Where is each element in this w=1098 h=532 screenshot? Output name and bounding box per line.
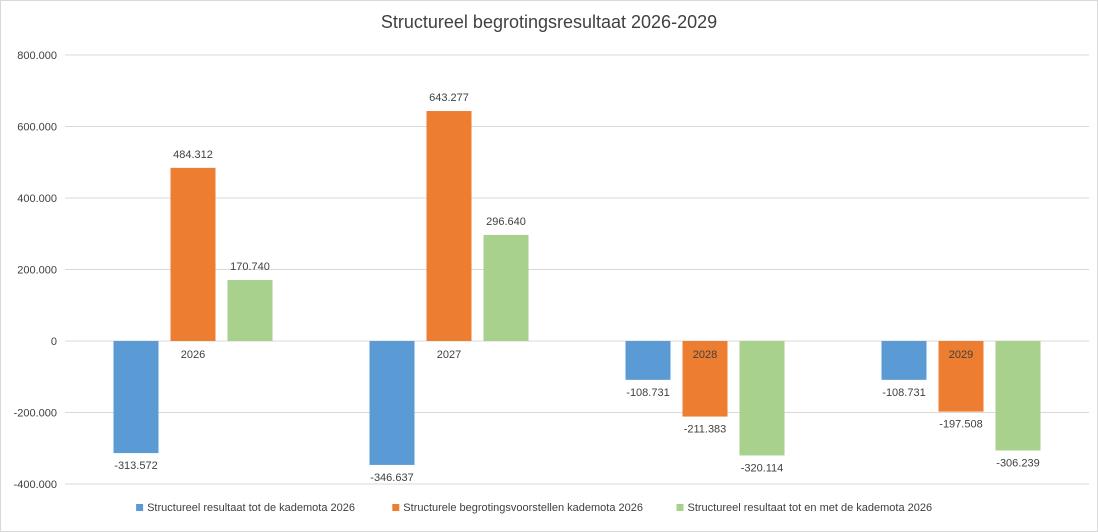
bars [113, 111, 1041, 465]
legend-swatch [136, 504, 144, 511]
data-label: -346.637 [370, 472, 413, 484]
bar [227, 279, 273, 341]
data-label: -108.731 [882, 387, 925, 399]
category-label: 2026 [181, 349, 205, 361]
gridlines [65, 54, 1089, 485]
data-label: -320.114 [741, 462, 784, 474]
legend-item: Structureel resultaat tot de kademota 20… [136, 502, 355, 514]
bar [170, 167, 216, 341]
legend-label: Structurele begrotingsvoorstellen kademo… [403, 502, 643, 514]
y-tick-label: 800.000 [17, 50, 57, 62]
bar [113, 341, 159, 454]
data-label: -108.731 [626, 387, 669, 399]
bar [426, 111, 472, 341]
data-label: -197.508 [939, 419, 982, 431]
data-label: 296.640 [486, 216, 526, 228]
legend-swatch [676, 504, 684, 511]
bar [881, 341, 927, 380]
data-label: 170.740 [230, 261, 270, 273]
legend-label: Structureel resultaat tot de kademota 20… [147, 502, 355, 514]
legend-label: Structureel resultaat tot en met de kade… [688, 502, 933, 514]
y-tick-label: 600.000 [17, 122, 57, 134]
bar [682, 341, 728, 417]
bar [938, 341, 984, 412]
data-labels: -313.572 484.312 170.740 -346.637 643.277 296… [114, 92, 1039, 484]
data-label: 484.312 [173, 149, 213, 161]
y-tick-label: -400.000 [14, 479, 57, 491]
data-label: 643.277 [429, 92, 469, 104]
legend: Structureel resultaat tot de kademota 20… [136, 502, 932, 514]
category-label: 2027 [437, 349, 461, 361]
y-tick-label: -200.000 [14, 408, 57, 420]
bar [739, 341, 785, 456]
y-tick-label: 0 [51, 336, 57, 348]
bar [625, 341, 671, 380]
data-label: -306.239 [996, 457, 1039, 469]
legend-swatch [392, 504, 400, 511]
legend-item: Structureel resultaat tot en met de kade… [676, 502, 933, 514]
data-label: -211.383 [684, 424, 727, 436]
bar [369, 341, 415, 465]
y-tick-label: 400.000 [17, 193, 57, 205]
y-tick-label: 200.000 [17, 265, 57, 277]
bar [483, 234, 529, 341]
category-label: 2028 [693, 349, 717, 361]
legend-item: Structurele begrotingsvoorstellen kademo… [392, 502, 643, 514]
category-labels: 2026 2027 2028 2029 [181, 349, 973, 361]
data-label: -313.572 [114, 460, 157, 472]
bar [995, 341, 1041, 451]
category-label: 2029 [949, 349, 973, 361]
chart-title: Structureel begrotingsresultaat 2026-202… [381, 12, 717, 32]
y-axis-tick-labels: 800.000 600.000 400.000 200.000 0 -200.000 -40… [14, 50, 57, 491]
